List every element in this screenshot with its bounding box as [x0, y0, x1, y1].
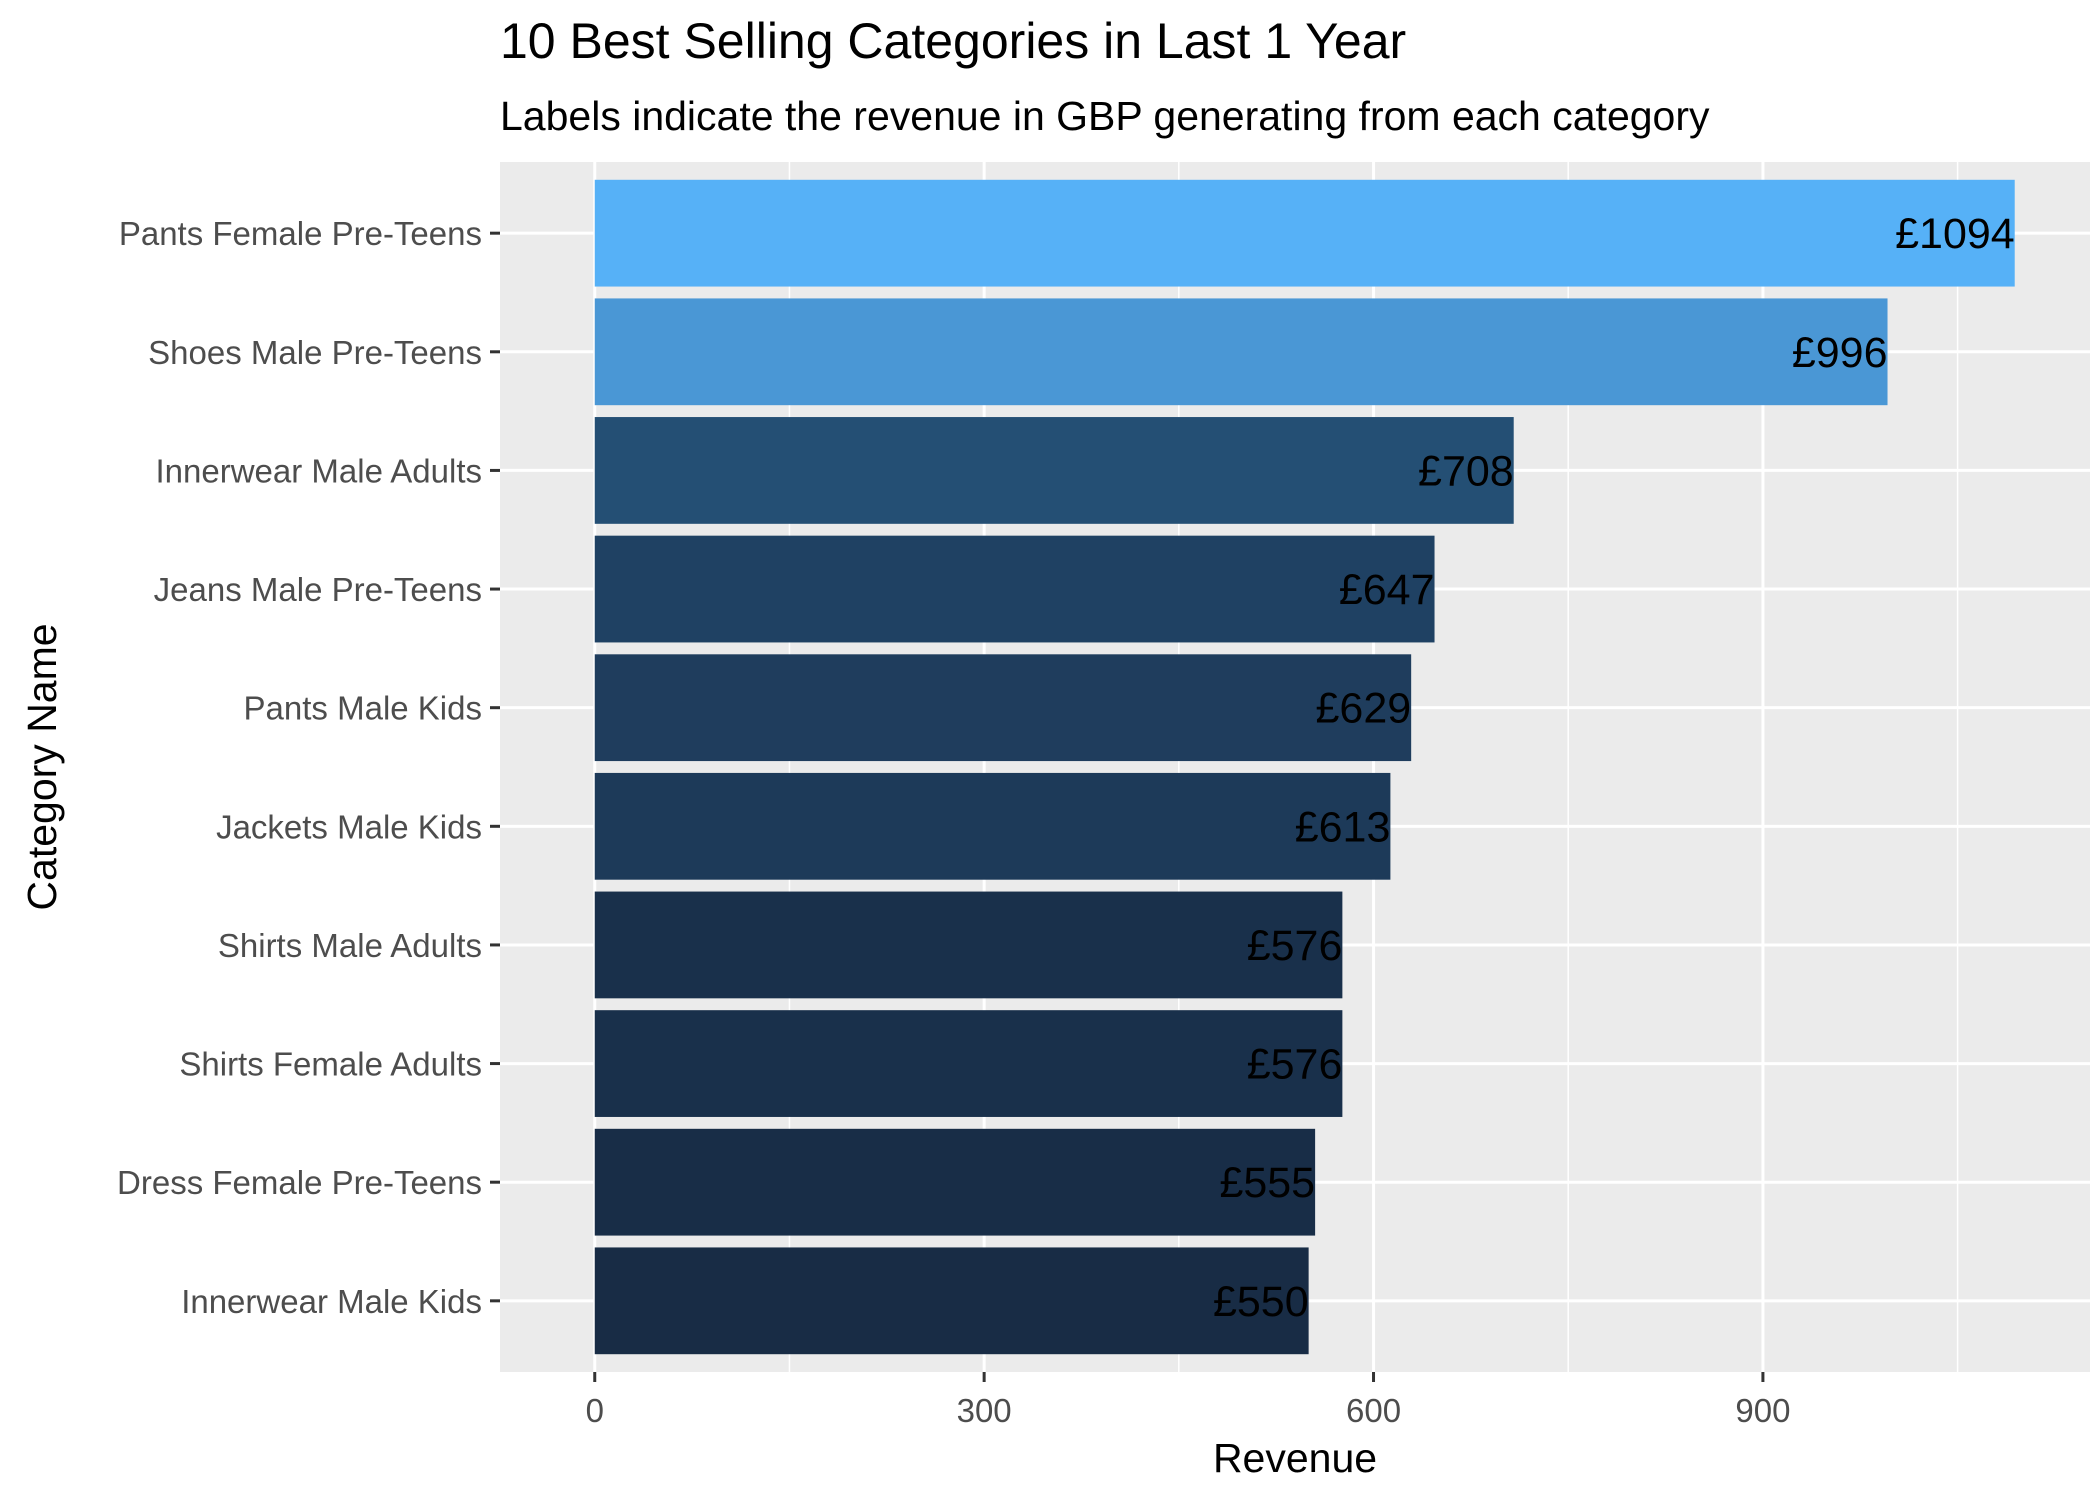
- bar-value-label: £550: [1213, 1278, 1309, 1326]
- y-tick-label: Shirts Male Adults: [218, 927, 482, 964]
- bar: [594, 298, 1888, 406]
- y-tick-label: Dress Female Pre-Teens: [117, 1164, 482, 1201]
- bar-value-label: £708: [1418, 447, 1514, 495]
- y-tick-label: Jackets Male Kids: [216, 808, 482, 845]
- y-tick-label: Innerwear Male Adults: [155, 452, 482, 489]
- bar: [594, 535, 1435, 643]
- y-tick-label: Shoes Male Pre-Teens: [148, 334, 482, 371]
- y-axis-title: Category Name: [19, 623, 65, 910]
- bar: [594, 417, 1514, 524]
- bar: [594, 772, 1391, 880]
- x-tick-label: 600: [1346, 1392, 1401, 1429]
- bar-value-label: £647: [1339, 566, 1435, 614]
- bar: [594, 179, 2015, 287]
- bar-value-label: £613: [1295, 803, 1391, 851]
- y-tick-label: Shirts Female Adults: [179, 1046, 482, 1083]
- bar: [594, 1010, 1343, 1117]
- bar-value-label: £996: [1792, 329, 1888, 377]
- y-tick-label: Innerwear Male Kids: [181, 1283, 482, 1320]
- bar-value-label: £576: [1247, 922, 1343, 970]
- y-tick-label: Pants Male Kids: [244, 690, 482, 727]
- x-tick-label: 900: [1735, 1392, 1790, 1429]
- bar-value-labels: £1094 £996 £708 £647 £629 £613 £576 £576 £555 £55…: [1213, 210, 2015, 1326]
- bar: [594, 1128, 1316, 1236]
- bar-value-label: £629: [1315, 685, 1411, 733]
- y-tick-label: Pants Female Pre-Teens: [119, 215, 482, 252]
- x-axis: 0 300 600 900: [586, 1372, 1790, 1429]
- bars: [594, 179, 2015, 1355]
- bar: [594, 891, 1343, 999]
- chart-subtitle: Labels indicate the revenue in GBP gener…: [500, 93, 1710, 139]
- y-tick-label: Jeans Male Pre-Teens: [154, 571, 482, 608]
- bar-value-label: £555: [1219, 1159, 1315, 1207]
- chart-title: 10 Best Selling Categories in Last 1 Yea…: [500, 13, 1406, 69]
- bar-value-label: £1094: [1895, 210, 2015, 258]
- x-axis-title: Revenue: [1213, 1435, 1377, 1481]
- x-tick-label: 300: [957, 1392, 1012, 1429]
- bar: [594, 654, 1412, 762]
- x-tick-label: 0: [586, 1392, 604, 1429]
- y-axis: Pants Female Pre-Teens Shoes Male Pre-Tee…: [117, 215, 500, 1320]
- bar-value-label: £576: [1247, 1041, 1343, 1089]
- bar: [594, 1247, 1309, 1355]
